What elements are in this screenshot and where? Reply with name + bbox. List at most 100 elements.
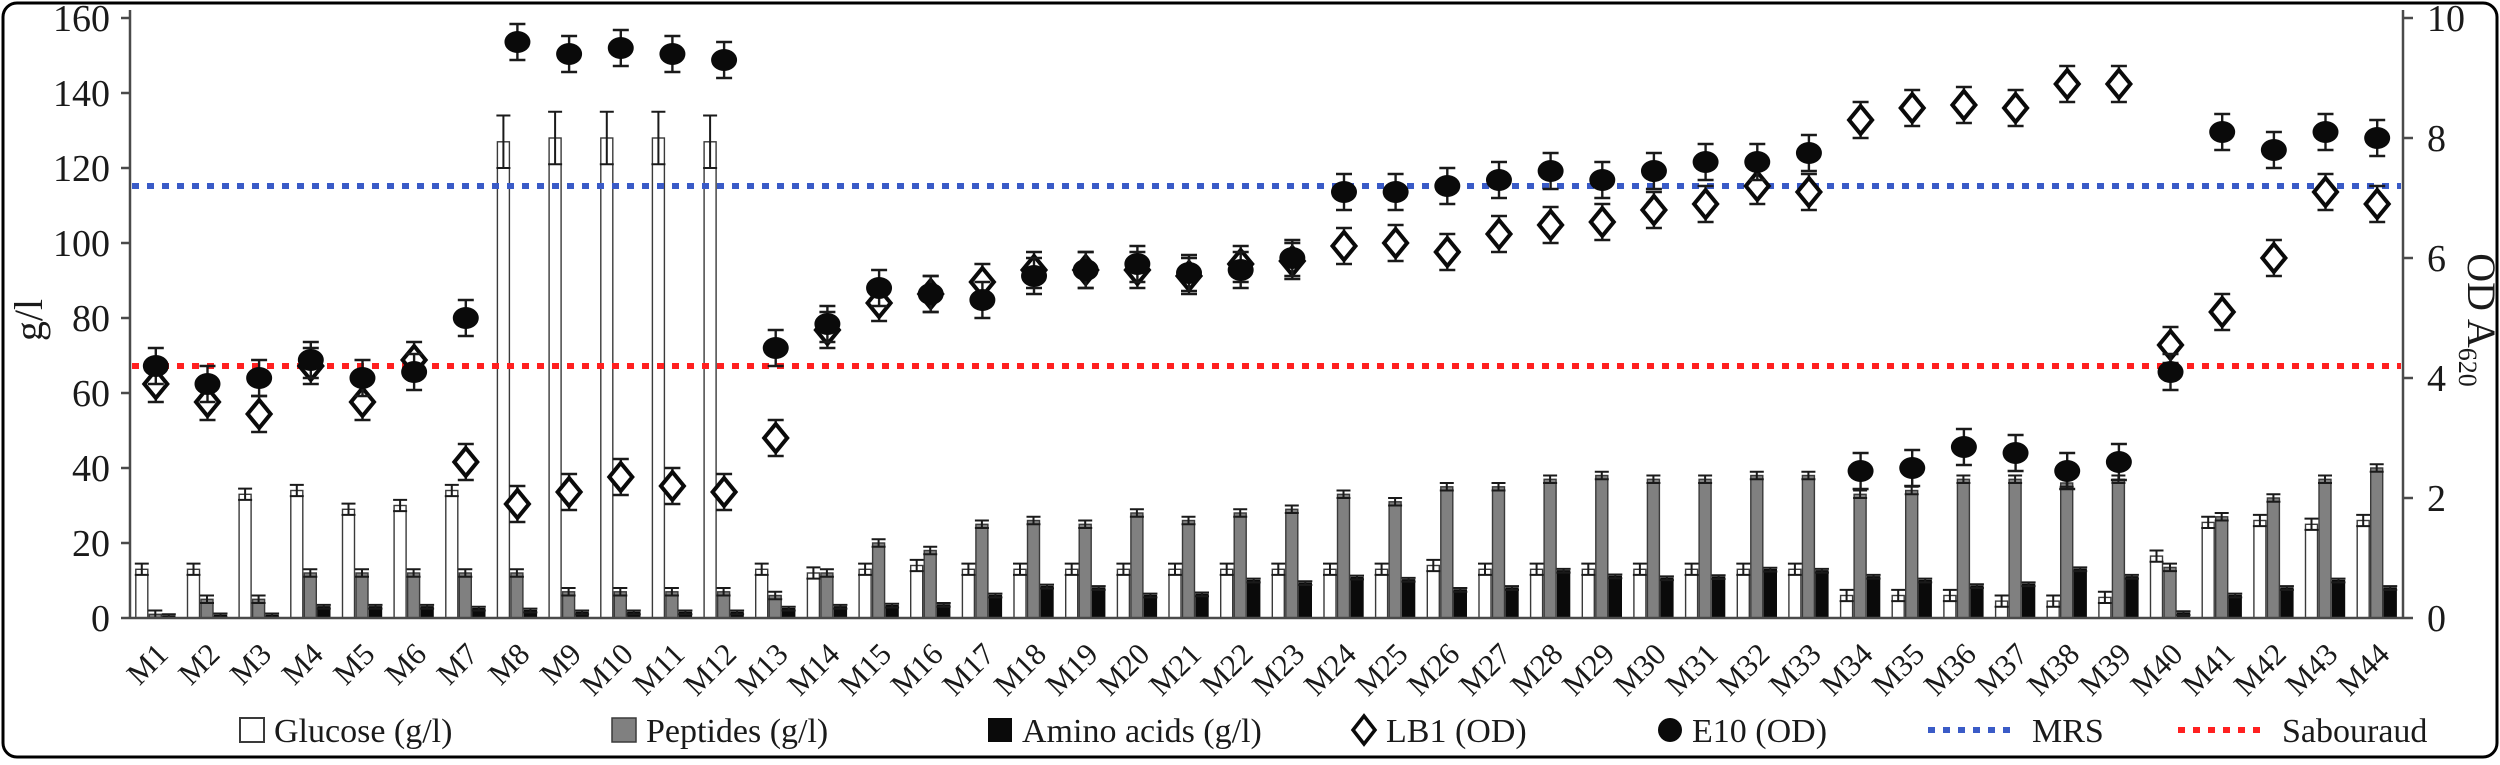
diamond-marker <box>451 444 480 480</box>
error-bar <box>1594 470 1609 481</box>
diamond-marker <box>606 459 635 495</box>
diamond-marker <box>2001 90 2030 126</box>
bar <box>1426 564 1441 619</box>
error-bar <box>2201 515 2216 529</box>
circle-marker <box>1021 265 1048 287</box>
error-bar <box>251 594 266 604</box>
error-bar <box>1787 562 1802 576</box>
bar <box>1801 474 1816 619</box>
error-bar <box>575 609 590 616</box>
error-bar <box>1684 562 1699 576</box>
error-bar <box>238 487 253 501</box>
error-bar <box>1453 587 1468 593</box>
bar <box>1453 589 1468 619</box>
bar <box>341 508 356 619</box>
circle-marker <box>1434 175 1461 197</box>
error-bar <box>961 562 976 576</box>
error-bar <box>2008 474 2023 484</box>
error-bar <box>1969 583 1984 589</box>
diamond-marker <box>1794 174 1823 210</box>
bar <box>1271 568 1286 619</box>
diamond-marker <box>761 420 790 456</box>
error-bar <box>2369 463 2384 473</box>
error-bar <box>368 603 383 610</box>
bar <box>2149 555 2164 619</box>
error-bar <box>599 110 614 166</box>
bar <box>2356 519 2370 619</box>
error-bar <box>2228 592 2243 599</box>
y-right-tick-label: 4 <box>2427 358 2446 400</box>
circle-marker <box>866 277 893 299</box>
error-bar <box>2163 562 2177 573</box>
bar <box>651 137 666 619</box>
legend-label: Sabouraud <box>2282 713 2427 750</box>
circle-marker <box>1692 151 1719 173</box>
error-bar <box>1659 575 1674 582</box>
circle-marker <box>2002 442 2029 464</box>
error-bar <box>1350 574 1364 581</box>
error-bar <box>716 587 731 597</box>
error-bar <box>703 114 718 169</box>
bar <box>910 564 924 619</box>
error-bar <box>885 602 900 609</box>
bar <box>1013 568 1027 619</box>
error-bar <box>1323 562 1337 576</box>
bar <box>703 141 717 619</box>
error-bar <box>833 603 848 610</box>
error-bar <box>1801 470 1816 481</box>
error-bar <box>1994 594 2009 608</box>
error-bar <box>1233 508 1248 518</box>
y-left-tick-label: 20 <box>72 523 110 565</box>
error-bar <box>1246 577 1261 584</box>
error-bar <box>754 562 769 576</box>
bar <box>975 523 989 619</box>
circle-marker <box>1176 262 1203 284</box>
circle-marker <box>1072 259 1099 281</box>
series-lb1 <box>141 64 2392 524</box>
circle-marker <box>814 313 841 335</box>
y-left-tick-label: 140 <box>53 73 110 115</box>
error-bar <box>289 483 304 498</box>
error-bar <box>1401 576 1416 583</box>
diamond-marker <box>658 468 687 504</box>
bar <box>1181 519 1196 619</box>
circle-marker <box>1795 142 1822 164</box>
error-bar <box>1336 489 1351 499</box>
circle-marker <box>1847 460 1874 482</box>
bar <box>445 489 459 619</box>
circle-marker <box>969 289 996 311</box>
error-bar <box>2149 549 2164 563</box>
error-bar <box>858 562 873 576</box>
diamond-marker <box>2311 174 2340 210</box>
diamond-marker <box>503 486 532 522</box>
circle-marker <box>2209 121 2236 143</box>
error-bar <box>1839 588 1854 603</box>
diamond-marker <box>2259 240 2288 276</box>
series-glucose <box>134 110 2371 619</box>
legend-swatch-glucose <box>239 717 265 743</box>
bar <box>1478 568 1492 619</box>
error-bar <box>1632 562 1647 576</box>
error-bar <box>496 114 511 169</box>
series-amino-acids <box>161 566 2398 619</box>
error-bar <box>1866 573 1881 580</box>
y-right-tick-label: 10 <box>2427 0 2465 40</box>
y-right-tick-label: 8 <box>2427 118 2446 160</box>
bar <box>1788 568 1802 619</box>
diamond-marker <box>555 474 584 510</box>
bar <box>2111 478 2126 619</box>
bar <box>1660 577 1674 619</box>
y-right-tick-label: 0 <box>2427 598 2446 640</box>
bar <box>1350 576 1364 619</box>
circle-marker <box>2105 451 2132 473</box>
error-bar <box>1581 562 1596 576</box>
bar <box>303 572 317 619</box>
error-bar <box>626 609 641 616</box>
bar <box>1440 486 1454 619</box>
error-bar <box>909 558 924 573</box>
bar <box>1543 478 1557 619</box>
circle-marker <box>504 31 531 53</box>
bar <box>1608 575 1623 619</box>
legend-swatch-e10 <box>1658 718 1682 742</box>
